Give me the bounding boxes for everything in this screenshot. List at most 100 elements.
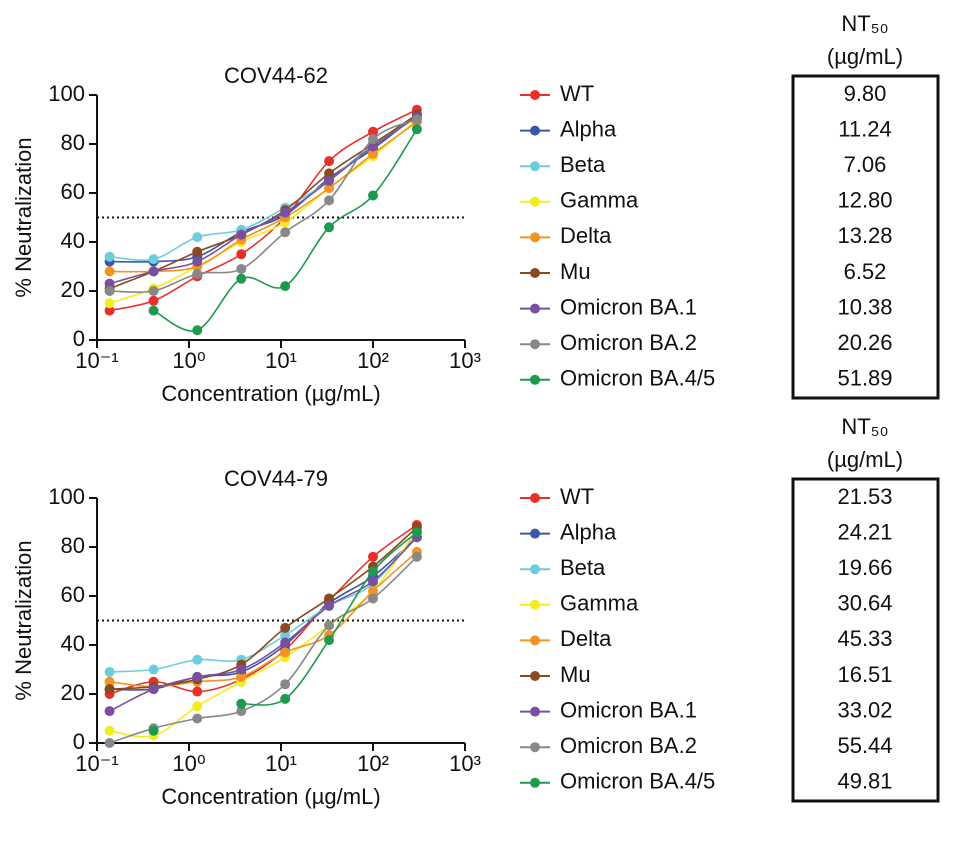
data-point <box>192 256 203 267</box>
data-point <box>368 551 378 562</box>
legend-marker <box>530 232 540 243</box>
data-point <box>324 195 335 206</box>
x-tick-label: 10⁰ <box>172 348 205 373</box>
data-point <box>104 286 115 296</box>
data-point <box>104 706 115 717</box>
data-point <box>104 725 115 736</box>
legend-marker <box>530 374 540 385</box>
data-point <box>324 168 335 179</box>
legend-marker <box>530 125 540 136</box>
data-point <box>192 654 203 665</box>
data-point <box>148 725 159 736</box>
table-value: 24.21 <box>837 519 892 544</box>
data-point <box>368 593 378 604</box>
data-point <box>236 664 247 675</box>
table-value: 20.26 <box>837 330 892 355</box>
data-point <box>324 175 335 186</box>
y-tick-label: 20 <box>61 680 85 705</box>
legend-label: Gamma <box>560 188 639 213</box>
data-point <box>104 684 115 695</box>
x-tick-label: 10² <box>357 348 389 373</box>
x-axis-label: Concentration (µg/mL) <box>161 784 380 809</box>
y-tick-label: 60 <box>61 179 85 204</box>
table-unit: (µg/mL) <box>827 447 903 472</box>
data-point <box>236 671 247 682</box>
legend-marker <box>530 599 540 610</box>
legend-marker <box>530 303 540 314</box>
data-point <box>104 278 115 289</box>
data-point <box>192 268 203 279</box>
data-point <box>280 281 291 292</box>
x-tick-label: 10⁰ <box>172 751 205 776</box>
legend-label: Alpha <box>560 116 617 141</box>
data-point <box>192 246 203 257</box>
data-point <box>192 713 203 724</box>
chart-title: COV44-62 <box>224 63 328 88</box>
legend-label: Omicron BA.1 <box>560 294 697 319</box>
y-tick-label: 100 <box>48 81 85 106</box>
data-point <box>280 622 291 633</box>
legend-label: WT <box>560 81 594 106</box>
data-point <box>324 635 335 646</box>
data-point <box>324 600 335 611</box>
table-value: 9.80 <box>844 81 887 106</box>
legend-marker <box>530 635 540 646</box>
data-point <box>368 148 378 159</box>
data-point <box>236 706 247 717</box>
data-point <box>368 190 378 201</box>
data-point <box>280 630 291 641</box>
legend-marker <box>530 742 540 753</box>
table-value: 11.24 <box>838 116 891 141</box>
data-point <box>280 227 291 238</box>
table-box <box>791 74 940 400</box>
y-tick-label: 0 <box>73 729 85 754</box>
data-point <box>411 114 422 125</box>
data-point <box>148 266 159 277</box>
data-point <box>280 207 291 218</box>
data-point <box>104 676 115 687</box>
table-value: 10.38 <box>837 294 892 319</box>
legend-label: Omicron BA.4/5 <box>560 366 715 391</box>
y-tick-label: 40 <box>61 228 85 253</box>
legend-label: Omicron BA.4/5 <box>560 769 715 794</box>
y-axis-label: % Neutralization <box>11 137 36 297</box>
legend-label: Beta <box>560 555 606 580</box>
y-tick-label: 80 <box>61 533 85 558</box>
legend-label: Beta <box>560 152 606 177</box>
x-tick-label: 10¹ <box>265 751 297 776</box>
data-point <box>192 325 203 336</box>
fit-curve <box>241 531 418 706</box>
table-box <box>791 477 940 803</box>
legend-label: Omicron BA.1 <box>560 697 697 722</box>
data-point <box>280 647 291 658</box>
x-axis-label: Concentration (µg/mL) <box>161 381 380 406</box>
data-point <box>324 183 335 194</box>
table-value: 6.52 <box>844 259 887 284</box>
data-point <box>148 295 159 306</box>
data-point <box>148 305 159 316</box>
data-point <box>280 679 291 690</box>
data-point <box>280 693 291 704</box>
legend-label: WT <box>560 484 594 509</box>
y-tick-label: 100 <box>48 484 85 509</box>
data-point <box>148 684 159 695</box>
data-point <box>411 124 422 135</box>
legend-marker <box>530 268 540 278</box>
data-point <box>280 637 291 648</box>
data-point <box>104 251 115 262</box>
table-title: NT₅₀ <box>841 11 888 36</box>
legend-marker <box>530 528 540 539</box>
legend-label: Alpha <box>560 519 617 544</box>
legend-label: Mu <box>560 259 591 284</box>
x-tick-label: 10⁻¹ <box>75 751 118 776</box>
data-point <box>411 527 422 538</box>
table-unit: (µg/mL) <box>827 44 903 69</box>
table-value: 13.28 <box>837 223 892 248</box>
table-value: 33.02 <box>837 697 892 722</box>
data-point <box>192 232 203 243</box>
legend-marker <box>530 564 540 575</box>
data-point <box>104 305 115 316</box>
table-value: 19.66 <box>837 555 892 580</box>
